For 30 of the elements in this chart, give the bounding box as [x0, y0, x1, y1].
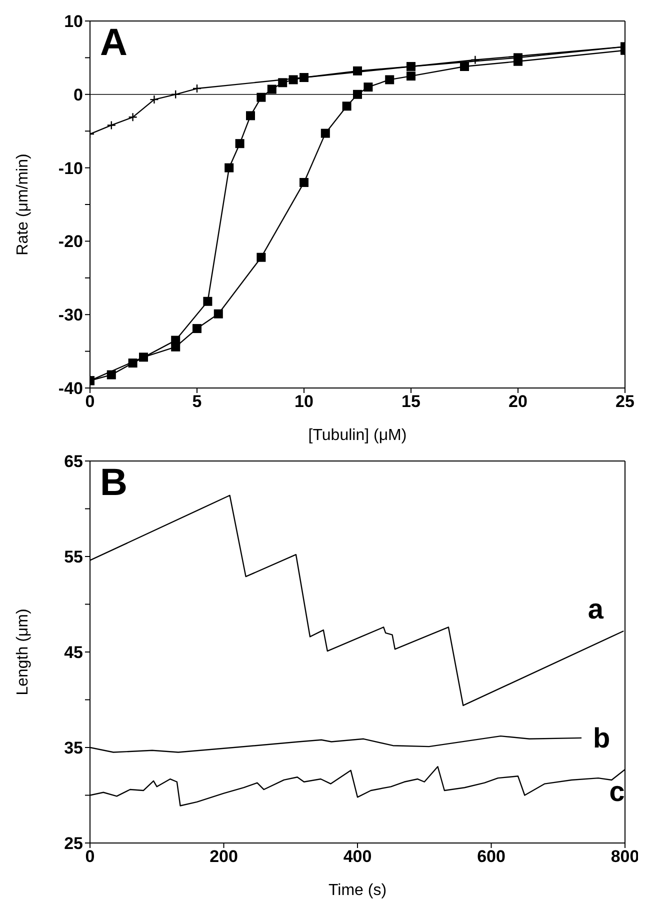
x-tick-label: 20: [508, 392, 528, 412]
y-tick-label: 0: [74, 85, 83, 104]
y-tick-label: 65: [64, 452, 83, 472]
x-tick-label: 0: [85, 392, 95, 412]
y-axis-title: Length (μm): [14, 608, 32, 696]
y-tick-label: 10: [64, 12, 83, 32]
y-tick-label: 25: [64, 834, 83, 854]
annotation: A: [100, 22, 128, 65]
x-axis-title: [Tubulin] (μM): [308, 427, 407, 444]
x-tick-label: 400: [343, 847, 372, 866]
x-tick-label: 10: [294, 392, 314, 412]
y-tick-label: 55: [64, 548, 83, 567]
y-tick-label: -30: [58, 306, 83, 325]
y-tick-label: -20: [58, 232, 83, 252]
x-tick-label: 15: [402, 392, 420, 412]
x-tick-label: 5: [192, 392, 202, 412]
y-tick-label: 45: [64, 643, 83, 662]
y-axis-title: Rate (μm/min): [14, 154, 32, 256]
series-label: a: [588, 593, 604, 624]
y-tick-label: 35: [64, 738, 83, 758]
series-label: b: [592, 722, 610, 754]
series-label: c: [609, 776, 625, 807]
x-axis-title: Time (s): [328, 882, 387, 899]
y-tick-label: -40: [58, 379, 83, 398]
annotation: B: [100, 462, 128, 505]
x-tick-label: 25: [616, 392, 634, 412]
x-tick-label: 0: [85, 847, 95, 866]
x-tick-label: 600: [477, 847, 506, 866]
x-tick-label: 200: [210, 847, 238, 866]
y-tick-label: -10: [58, 158, 83, 178]
